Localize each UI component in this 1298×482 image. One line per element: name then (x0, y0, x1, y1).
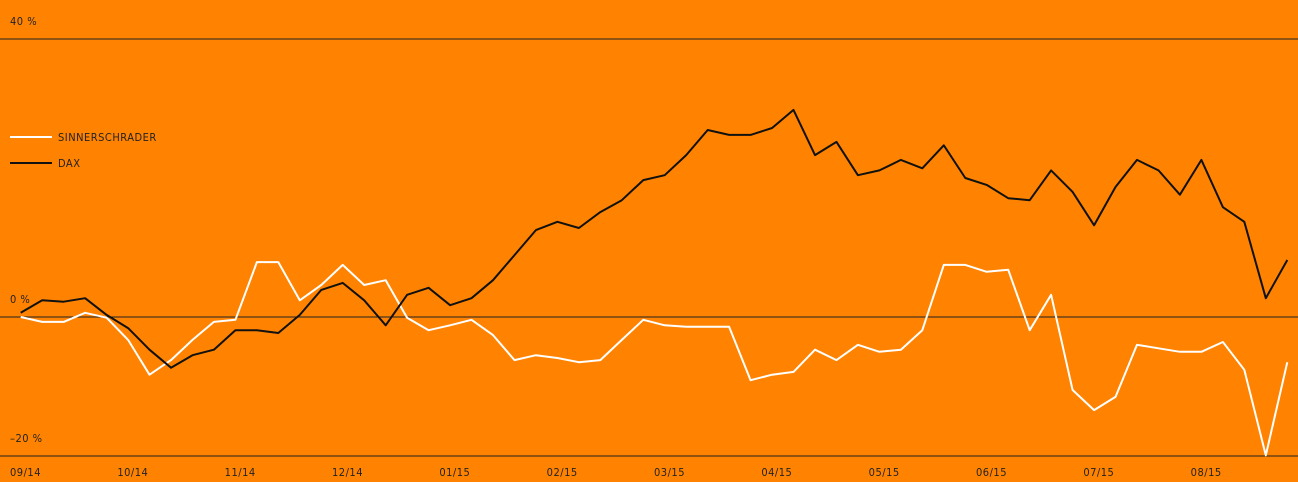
x-tick-label: 06/15 (976, 466, 1007, 479)
x-tick-label: 11/14 (225, 466, 256, 479)
x-tick-label: 05/15 (869, 466, 900, 479)
x-tick-label: 09/14 (10, 466, 41, 479)
x-tick-label: 01/15 (439, 466, 470, 479)
x-tick-label: 12/14 (332, 466, 363, 479)
series-line (20, 261, 1289, 457)
x-tick-label: 08/15 (1191, 466, 1222, 479)
legend-label: SINNERSCHRADER (58, 131, 157, 144)
x-tick-label: 02/15 (547, 466, 578, 479)
x-tick-label: 03/15 (654, 466, 685, 479)
y-tick-label: –20 % (10, 432, 43, 445)
legend-label: DAX (58, 157, 80, 170)
x-tick-label: 04/15 (761, 466, 792, 479)
x-tick-label: 10/14 (117, 466, 148, 479)
series-line (20, 108, 1289, 369)
x-tick-label: 07/15 (1083, 466, 1114, 479)
y-tick-label: 40 % (10, 15, 37, 28)
y-tick-label: 0 % (10, 293, 30, 306)
